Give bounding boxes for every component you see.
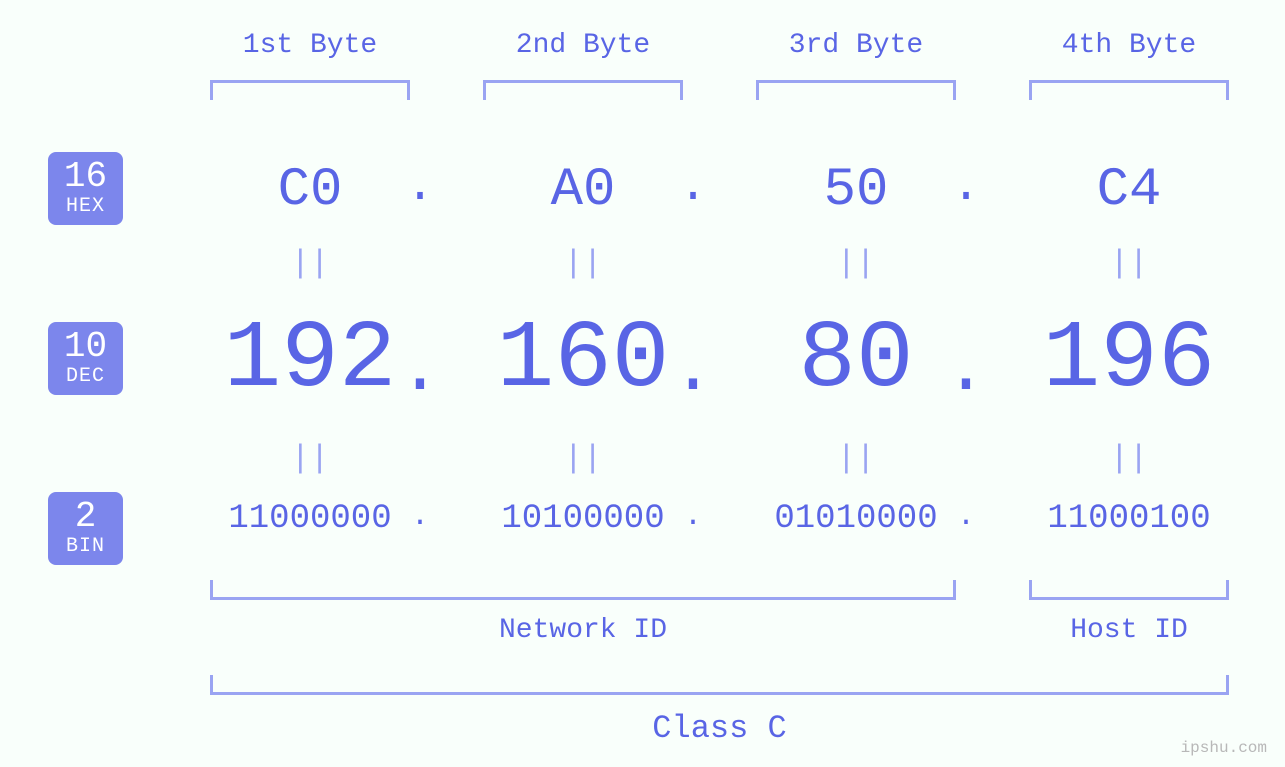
eq-top-2: || (756, 245, 956, 282)
eq-top-1: || (483, 245, 683, 282)
eq-bot-2: || (756, 440, 956, 477)
network-id-bracket (210, 580, 956, 600)
dec-byte-2: 80 (756, 305, 956, 414)
dec-dot-0: . (390, 329, 450, 411)
base-badge-bin: 2 BIN (48, 492, 123, 565)
dec-byte-1: 160 (483, 305, 683, 414)
base-num-hex: 16 (48, 158, 123, 196)
eq-bot-0: || (210, 440, 410, 477)
hex-byte-0: C0 (210, 160, 410, 221)
base-num-dec: 10 (48, 328, 123, 366)
base-badge-hex: 16 HEX (48, 152, 123, 225)
base-label-dec: DEC (48, 366, 123, 387)
bin-dot-1: . (663, 500, 723, 534)
class-bracket (210, 675, 1229, 695)
header-label-1: 2nd Byte (483, 30, 683, 61)
byte-bracket-0 (210, 80, 410, 100)
base-badge-dec: 10 DEC (48, 322, 123, 395)
dec-dot-2: . (936, 329, 996, 411)
hex-byte-1: A0 (483, 160, 683, 221)
base-label-hex: HEX (48, 196, 123, 217)
header-label-2: 3rd Byte (756, 30, 956, 61)
eq-top-0: || (210, 245, 410, 282)
byte-bracket-1 (483, 80, 683, 100)
byte-bracket-3 (1029, 80, 1229, 100)
bin-byte-2: 01010000 (756, 500, 956, 538)
hex-dot-2: . (936, 160, 996, 214)
bin-byte-0: 11000000 (210, 500, 410, 538)
eq-bot-3: || (1029, 440, 1229, 477)
class-label: Class C (210, 710, 1229, 747)
base-num-bin: 2 (48, 498, 123, 536)
bin-byte-3: 11000100 (1029, 500, 1229, 538)
hex-dot-0: . (390, 160, 450, 214)
watermark: ipshu.com (1181, 739, 1267, 757)
eq-bot-1: || (483, 440, 683, 477)
bin-dot-2: . (936, 500, 996, 534)
bin-dot-0: . (390, 500, 450, 534)
dec-byte-3: 196 (1029, 305, 1229, 414)
host-id-bracket (1029, 580, 1229, 600)
base-label-bin: BIN (48, 536, 123, 557)
hex-dot-1: . (663, 160, 723, 214)
bin-byte-1: 10100000 (483, 500, 683, 538)
header-label-0: 1st Byte (210, 30, 410, 61)
host-id-label: Host ID (1029, 615, 1229, 646)
header-label-3: 4th Byte (1029, 30, 1229, 61)
dec-dot-1: . (663, 329, 723, 411)
network-id-label: Network ID (210, 615, 956, 646)
byte-bracket-2 (756, 80, 956, 100)
hex-byte-2: 50 (756, 160, 956, 221)
hex-byte-3: C4 (1029, 160, 1229, 221)
dec-byte-0: 192 (210, 305, 410, 414)
eq-top-3: || (1029, 245, 1229, 282)
